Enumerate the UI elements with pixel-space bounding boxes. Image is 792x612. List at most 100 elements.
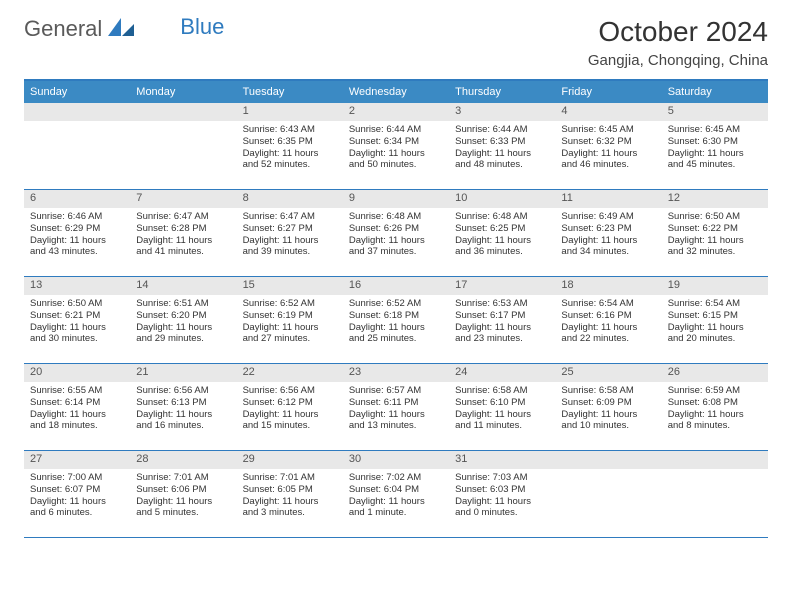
day-number: 12 [662, 190, 768, 208]
day-number: 22 [237, 364, 343, 382]
day-cell: 19Sunrise: 6:54 AMSunset: 6:15 PMDayligh… [662, 277, 768, 363]
sunrise-text: Sunrise: 6:45 AM [561, 124, 655, 136]
day-cell [662, 451, 768, 537]
day-cell: 30Sunrise: 7:02 AMSunset: 6:04 PMDayligh… [343, 451, 449, 537]
day-cell: 6Sunrise: 6:46 AMSunset: 6:29 PMDaylight… [24, 190, 130, 276]
daylight-text: Daylight: 11 hours and 3 minutes. [243, 496, 337, 520]
sunrise-text: Sunrise: 6:52 AM [349, 298, 443, 310]
day-cell: 2Sunrise: 6:44 AMSunset: 6:34 PMDaylight… [343, 103, 449, 189]
page-header: General Blue October 2024 Gangjia, Chong… [24, 16, 768, 69]
sunrise-text: Sunrise: 6:44 AM [349, 124, 443, 136]
day-body [24, 121, 130, 128]
day-body: Sunrise: 6:47 AMSunset: 6:27 PMDaylight:… [237, 208, 343, 263]
sunrise-text: Sunrise: 6:57 AM [349, 385, 443, 397]
sunrise-text: Sunrise: 6:56 AM [136, 385, 230, 397]
daylight-text: Daylight: 11 hours and 43 minutes. [30, 235, 124, 259]
daylight-text: Daylight: 11 hours and 5 minutes. [136, 496, 230, 520]
day-cell: 21Sunrise: 6:56 AMSunset: 6:13 PMDayligh… [130, 364, 236, 450]
daylight-text: Daylight: 11 hours and 11 minutes. [455, 409, 549, 433]
day-number [662, 451, 768, 469]
day-number: 19 [662, 277, 768, 295]
day-body: Sunrise: 7:02 AMSunset: 6:04 PMDaylight:… [343, 469, 449, 524]
sunrise-text: Sunrise: 7:03 AM [455, 472, 549, 484]
day-body: Sunrise: 6:52 AMSunset: 6:19 PMDaylight:… [237, 295, 343, 350]
sunset-text: Sunset: 6:22 PM [668, 223, 762, 235]
day-body: Sunrise: 6:51 AMSunset: 6:20 PMDaylight:… [130, 295, 236, 350]
daylight-text: Daylight: 11 hours and 29 minutes. [136, 322, 230, 346]
day-cell: 3Sunrise: 6:44 AMSunset: 6:33 PMDaylight… [449, 103, 555, 189]
day-number: 18 [555, 277, 661, 295]
day-body: Sunrise: 6:44 AMSunset: 6:34 PMDaylight:… [343, 121, 449, 176]
day-cell: 7Sunrise: 6:47 AMSunset: 6:28 PMDaylight… [130, 190, 236, 276]
day-number: 13 [24, 277, 130, 295]
weekday-wednesday: Wednesday [343, 81, 449, 103]
sunset-text: Sunset: 6:11 PM [349, 397, 443, 409]
day-body: Sunrise: 6:55 AMSunset: 6:14 PMDaylight:… [24, 382, 130, 437]
sunrise-text: Sunrise: 6:48 AM [349, 211, 443, 223]
month-title: October 2024 [588, 16, 768, 48]
day-number [130, 103, 236, 121]
day-cell: 16Sunrise: 6:52 AMSunset: 6:18 PMDayligh… [343, 277, 449, 363]
day-cell: 22Sunrise: 6:56 AMSunset: 6:12 PMDayligh… [237, 364, 343, 450]
sunrise-text: Sunrise: 6:52 AM [243, 298, 337, 310]
day-body: Sunrise: 6:53 AMSunset: 6:17 PMDaylight:… [449, 295, 555, 350]
sunrise-text: Sunrise: 6:58 AM [455, 385, 549, 397]
day-body: Sunrise: 6:54 AMSunset: 6:15 PMDaylight:… [662, 295, 768, 350]
weekday-tuesday: Tuesday [237, 81, 343, 103]
day-number: 31 [449, 451, 555, 469]
day-cell: 14Sunrise: 6:51 AMSunset: 6:20 PMDayligh… [130, 277, 236, 363]
day-number [24, 103, 130, 121]
weekday-thursday: Thursday [449, 81, 555, 103]
brand-logo: General Blue [24, 16, 224, 42]
title-block: October 2024 Gangjia, Chongqing, China [588, 16, 768, 69]
calendar-grid: Sunday Monday Tuesday Wednesday Thursday… [24, 79, 768, 538]
week-row: 1Sunrise: 6:43 AMSunset: 6:35 PMDaylight… [24, 103, 768, 190]
sunrise-text: Sunrise: 6:54 AM [561, 298, 655, 310]
daylight-text: Daylight: 11 hours and 34 minutes. [561, 235, 655, 259]
sunset-text: Sunset: 6:16 PM [561, 310, 655, 322]
day-number: 3 [449, 103, 555, 121]
daylight-text: Daylight: 11 hours and 46 minutes. [561, 148, 655, 172]
weekday-sunday: Sunday [24, 81, 130, 103]
daylight-text: Daylight: 11 hours and 41 minutes. [136, 235, 230, 259]
daylight-text: Daylight: 11 hours and 10 minutes. [561, 409, 655, 433]
sunset-text: Sunset: 6:35 PM [243, 136, 337, 148]
sunset-text: Sunset: 6:17 PM [455, 310, 549, 322]
sunset-text: Sunset: 6:33 PM [455, 136, 549, 148]
day-cell: 29Sunrise: 7:01 AMSunset: 6:05 PMDayligh… [237, 451, 343, 537]
day-number: 20 [24, 364, 130, 382]
day-number: 1 [237, 103, 343, 121]
day-body: Sunrise: 7:00 AMSunset: 6:07 PMDaylight:… [24, 469, 130, 524]
sunset-text: Sunset: 6:15 PM [668, 310, 762, 322]
sunrise-text: Sunrise: 6:54 AM [668, 298, 762, 310]
daylight-text: Daylight: 11 hours and 50 minutes. [349, 148, 443, 172]
day-cell: 10Sunrise: 6:48 AMSunset: 6:25 PMDayligh… [449, 190, 555, 276]
location-label: Gangjia, Chongqing, China [588, 52, 768, 69]
logo-sail-icon [108, 16, 134, 42]
day-number: 26 [662, 364, 768, 382]
day-cell: 25Sunrise: 6:58 AMSunset: 6:09 PMDayligh… [555, 364, 661, 450]
day-body [662, 469, 768, 476]
day-body: Sunrise: 6:43 AMSunset: 6:35 PMDaylight:… [237, 121, 343, 176]
day-body [130, 121, 236, 128]
day-cell: 17Sunrise: 6:53 AMSunset: 6:17 PMDayligh… [449, 277, 555, 363]
sunrise-text: Sunrise: 7:01 AM [136, 472, 230, 484]
day-number [555, 451, 661, 469]
sunrise-text: Sunrise: 6:47 AM [243, 211, 337, 223]
day-body: Sunrise: 6:48 AMSunset: 6:26 PMDaylight:… [343, 208, 449, 263]
day-number: 28 [130, 451, 236, 469]
day-number: 7 [130, 190, 236, 208]
day-body: Sunrise: 7:01 AMSunset: 6:05 PMDaylight:… [237, 469, 343, 524]
sunrise-text: Sunrise: 7:00 AM [30, 472, 124, 484]
day-body: Sunrise: 6:59 AMSunset: 6:08 PMDaylight:… [662, 382, 768, 437]
sunset-text: Sunset: 6:23 PM [561, 223, 655, 235]
daylight-text: Daylight: 11 hours and 37 minutes. [349, 235, 443, 259]
daylight-text: Daylight: 11 hours and 48 minutes. [455, 148, 549, 172]
sunset-text: Sunset: 6:30 PM [668, 136, 762, 148]
day-cell: 9Sunrise: 6:48 AMSunset: 6:26 PMDaylight… [343, 190, 449, 276]
daylight-text: Daylight: 11 hours and 36 minutes. [455, 235, 549, 259]
day-number: 6 [24, 190, 130, 208]
daylight-text: Daylight: 11 hours and 27 minutes. [243, 322, 337, 346]
day-number: 30 [343, 451, 449, 469]
sunset-text: Sunset: 6:25 PM [455, 223, 549, 235]
